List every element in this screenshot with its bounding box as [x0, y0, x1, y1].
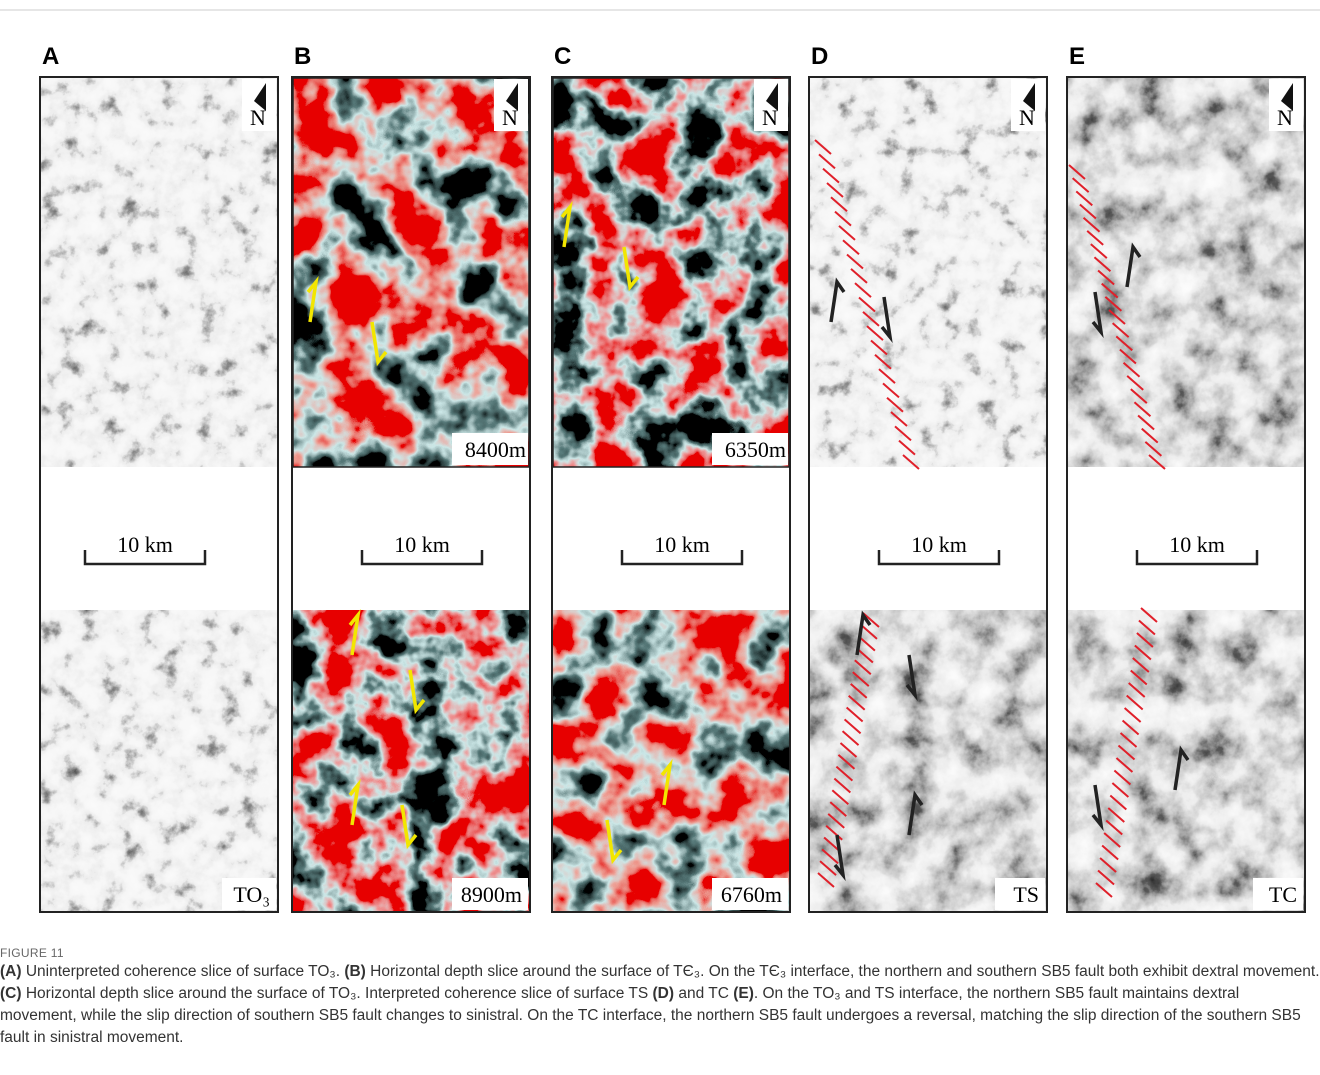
bottom-label: TC [1269, 882, 1297, 907]
depth-label: 6350m [725, 437, 786, 462]
caption-ref: (D) [653, 985, 675, 1002]
seismic-slice-top [810, 78, 1046, 467]
seismic-slice-top [1068, 78, 1304, 467]
seismic-slice-top [41, 78, 277, 467]
seismic-slice-bottom [553, 610, 789, 911]
bottom-label: TO₃ [233, 882, 270, 907]
bottom-label: 6760m [721, 882, 782, 907]
caption-text: Horizontal depth slice around the surfac… [22, 985, 653, 1002]
caption-ref: (C) [0, 985, 22, 1002]
caption-text: Uninterpreted coherence slice of surface… [22, 963, 345, 980]
scale-label: 10 km [117, 532, 173, 557]
figure-label: FIGURE 11 [0, 946, 64, 960]
caption-text: Horizontal depth slice around the surfac… [366, 963, 1320, 980]
scale-label: 10 km [654, 532, 710, 557]
panel-letter: A [42, 43, 59, 70]
caption-ref: (E) [733, 985, 754, 1002]
caption-text: and TC [674, 985, 733, 1002]
panel-letter: C [554, 43, 571, 70]
figure-caption: (A) Uninterpreted coherence slice of sur… [0, 961, 1320, 1049]
seismic-slice-top [553, 78, 789, 467]
seismic-slice-top [293, 78, 529, 467]
depth-label: 8400m [465, 437, 526, 462]
panel-letter: E [1069, 43, 1085, 70]
panel-letter: B [294, 43, 311, 70]
seismic-slice-bottom [293, 610, 529, 911]
scale-label: 10 km [1169, 532, 1225, 557]
caption-ref: (B) [344, 963, 366, 980]
scale-label: 10 km [911, 532, 967, 557]
bottom-label: 8900m [461, 882, 522, 907]
scale-label: 10 km [394, 532, 450, 557]
panel-letter: D [811, 43, 828, 70]
bottom-label: TS [1013, 882, 1039, 907]
page: AN10 kmTO₃BN8400m10 km8900mCN6350m10 km6… [0, 0, 1320, 1075]
seismic-slice-bottom [41, 610, 277, 911]
seismic-slice-bottom [1068, 610, 1304, 911]
caption-ref: (A) [0, 963, 22, 980]
